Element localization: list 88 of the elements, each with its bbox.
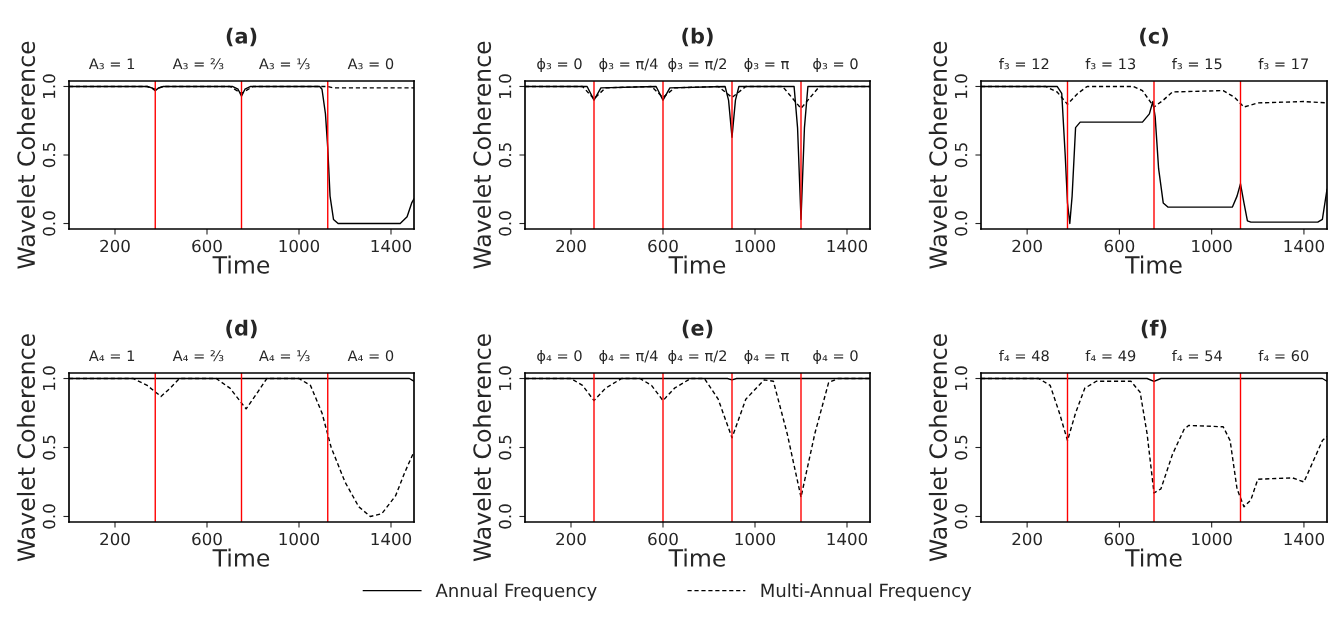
y-tick-label: 0.5: [42, 143, 56, 168]
y-tick-label: 0.5: [954, 143, 968, 168]
y-tick-label: 0.0: [954, 504, 968, 529]
text: A₃ = ⅓: [259, 58, 310, 70]
y-tick-label: 0.5: [498, 143, 512, 168]
x-tick-label: 1400: [371, 239, 412, 253]
text: f₄ = 60: [1258, 349, 1309, 362]
text: ϕ₄ = 0: [537, 349, 582, 365]
x-tick-label: 600: [648, 532, 678, 546]
x-tick-label: 1400: [1284, 239, 1325, 253]
text: f₄ = 54: [1172, 349, 1222, 362]
chart-title: (c): [1140, 27, 1168, 47]
text: ϕ₄ = 0: [813, 349, 858, 365]
y-tick-label: 0.5: [954, 435, 968, 460]
x-axis-title: Time: [212, 548, 270, 567]
text: A₄ = 0: [347, 350, 394, 362]
text: A₄ = 1: [88, 350, 135, 362]
text: ϕ₃ = π/2: [668, 58, 726, 73]
y-tick-label: 1.0: [498, 366, 512, 390]
x-axis-title: Time: [668, 255, 726, 274]
y-tick-label: 1.0: [954, 74, 968, 98]
text: ϕ₃ = π: [744, 58, 789, 73]
text: A₃ = 1: [88, 58, 135, 70]
legend-label: Multi-Annual Frequency: [761, 583, 972, 601]
x-tick-label: 600: [1104, 239, 1135, 253]
y-tick-label: 0.0: [954, 211, 968, 236]
y-tick-label: 1.0: [498, 74, 512, 98]
x-tick-label: 1400: [1284, 532, 1325, 546]
y-tick-label: 0.0: [498, 504, 512, 529]
text: A₄ = ⅔: [172, 350, 224, 362]
x-tick-label: 1400: [371, 532, 412, 546]
text: ϕ₃ = 0: [537, 58, 582, 73]
chart-title: (e): [682, 319, 713, 339]
x-tick-label: 600: [192, 239, 222, 253]
x-tick-label: 200: [100, 532, 130, 546]
x-tick-label: 200: [1012, 239, 1042, 253]
x-tick-label: 600: [648, 239, 678, 253]
x-tick-label: 1000: [735, 532, 776, 546]
x-axis-title: Time: [1125, 255, 1182, 274]
chart-title: (f): [1141, 319, 1167, 339]
text: A₄ = ⅓: [259, 350, 310, 362]
x-tick-label: 600: [1104, 532, 1135, 546]
text: ϕ₃ = π/4: [599, 58, 658, 73]
chart-title: (a): [226, 27, 257, 47]
y-tick-label: 0.5: [42, 435, 56, 460]
y-tick-label: 1.0: [954, 366, 968, 390]
text: ϕ₄ = π/2: [668, 349, 726, 365]
x-tick-label: 1000: [1192, 532, 1232, 546]
x-tick-label: 1000: [279, 239, 320, 253]
x-axis-title: Time: [668, 548, 726, 567]
x-tick-label: 200: [1012, 532, 1042, 546]
x-tick-label: 1000: [735, 239, 776, 253]
y-tick-label: 1.0: [42, 74, 56, 98]
y-axis-title: Wavelet Coherence: [16, 41, 36, 269]
y-tick-label: 0.0: [42, 504, 56, 529]
x-tick-label: 200: [556, 239, 586, 253]
chart-title: (d): [226, 319, 257, 339]
x-axis-title: Time: [1125, 548, 1182, 567]
x-tick-label: 600: [192, 532, 222, 546]
x-axis-title: Time: [212, 255, 270, 274]
legend-label: Annual Frequency: [435, 583, 597, 601]
y-tick-label: 0.5: [498, 435, 512, 460]
y-axis-title: Wavelet Coherence: [472, 41, 492, 269]
text: f₃ = 12: [999, 58, 1049, 70]
y-tick-label: 0.0: [498, 211, 512, 236]
text: f₄ = 48: [999, 349, 1049, 362]
y-tick-label: 1.0: [42, 366, 56, 390]
x-tick-label: 1400: [827, 532, 868, 546]
text: ϕ₃ = 0: [813, 58, 858, 73]
x-tick-label: 1000: [279, 532, 320, 546]
text: f₃ = 15: [1172, 58, 1222, 70]
x-tick-label: 1400: [827, 239, 868, 253]
text: ϕ₄ = π: [744, 349, 789, 365]
text: f₃ = 13: [1085, 58, 1136, 70]
x-tick-label: 200: [100, 239, 130, 253]
y-axis-title: Wavelet Coherence: [472, 334, 492, 562]
y-axis-title: Wavelet Coherence: [928, 41, 948, 269]
x-tick-label: 200: [556, 532, 586, 546]
text: f₄ = 49: [1085, 349, 1136, 362]
text: f₃ = 17: [1258, 58, 1309, 70]
text: A₃ = 0: [347, 58, 394, 70]
chart-title: (b): [682, 27, 713, 47]
x-tick-label: 1000: [1192, 239, 1232, 253]
y-axis-title: Wavelet Coherence: [928, 334, 948, 562]
y-axis-title: Wavelet Coherence: [16, 334, 36, 562]
y-tick-label: 0.0: [42, 211, 56, 236]
text: ϕ₄ = π/4: [599, 349, 658, 365]
text: A₃ = ⅔: [172, 58, 224, 70]
